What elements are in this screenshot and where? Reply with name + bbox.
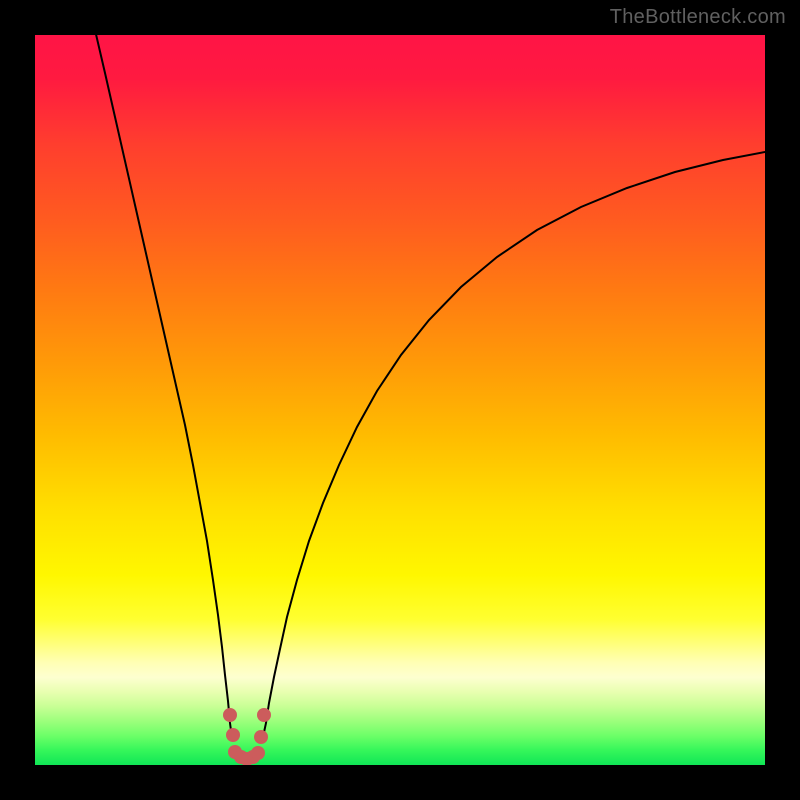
curve-overlay (35, 35, 765, 765)
marker-point (257, 708, 271, 722)
valley-markers (223, 708, 271, 765)
marker-point (226, 728, 240, 742)
marker-point (254, 730, 268, 744)
right-curve (263, 151, 765, 737)
marker-point (251, 746, 265, 760)
watermark-text: TheBottleneck.com (610, 6, 786, 29)
left-curve (95, 35, 232, 738)
marker-point (223, 708, 237, 722)
plot-area (35, 35, 765, 765)
